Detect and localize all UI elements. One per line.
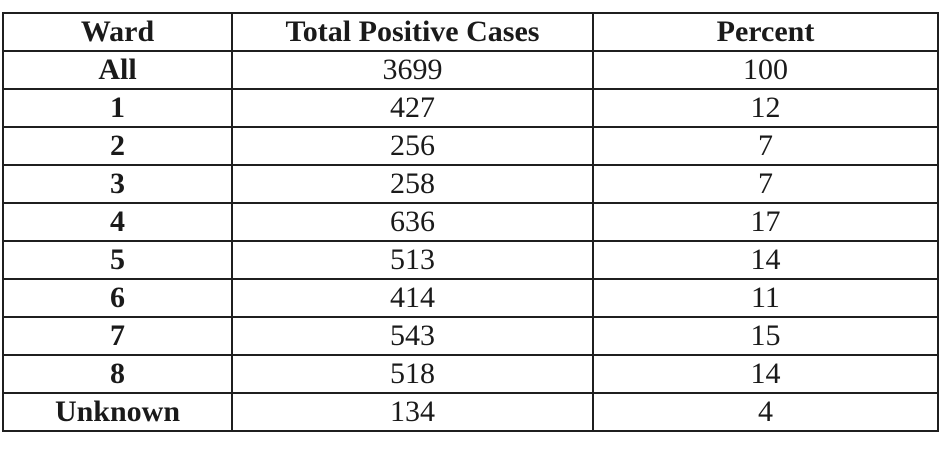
table-row: 5 513 14 [2,240,939,280]
header-percent: Percent [592,12,939,52]
cases-cell: 427 [231,88,594,128]
table-row: 8 518 14 [2,354,939,394]
cases-cell: 636 [231,202,594,242]
table-row: 2 256 7 [2,126,939,166]
ward-cell: 1 [2,88,233,128]
percent-cell: 7 [592,126,939,166]
percent-cell: 14 [592,240,939,280]
cases-cell: 414 [231,278,594,318]
percent-cell: 100 [592,50,939,90]
table-header-row: Ward Total Positive Cases Percent [2,12,939,52]
cases-cell: 134 [231,392,594,432]
ward-cell: Unknown [2,392,233,432]
percent-cell: 7 [592,164,939,204]
ward-cell: 5 [2,240,233,280]
ward-cell: 7 [2,316,233,356]
ward-cell: 3 [2,164,233,204]
table-row: 6 414 11 [2,278,939,318]
cases-cell: 256 [231,126,594,166]
ward-cell: 8 [2,354,233,394]
cases-cell: 513 [231,240,594,280]
percent-cell: 17 [592,202,939,242]
cases-cell: 3699 [231,50,594,90]
ward-cell: 4 [2,202,233,242]
ward-cases-table-container: Ward Total Positive Cases Percent All 36… [2,12,939,432]
percent-cell: 11 [592,278,939,318]
table-row: 1 427 12 [2,88,939,128]
ward-cell: 6 [2,278,233,318]
percent-cell: 12 [592,88,939,128]
cases-cell: 258 [231,164,594,204]
percent-cell: 15 [592,316,939,356]
ward-cases-table: Ward Total Positive Cases Percent All 36… [2,12,939,432]
percent-cell: 14 [592,354,939,394]
table-row: 7 543 15 [2,316,939,356]
header-total-positive-cases: Total Positive Cases [231,12,594,52]
ward-cell: 2 [2,126,233,166]
cases-cell: 543 [231,316,594,356]
header-ward: Ward [2,12,233,52]
table-row: All 3699 100 [2,50,939,90]
percent-cell: 4 [592,392,939,432]
table-row: 3 258 7 [2,164,939,204]
cases-cell: 518 [231,354,594,394]
table-row: Unknown 134 4 [2,392,939,432]
ward-cell: All [2,50,233,90]
table-row: 4 636 17 [2,202,939,242]
